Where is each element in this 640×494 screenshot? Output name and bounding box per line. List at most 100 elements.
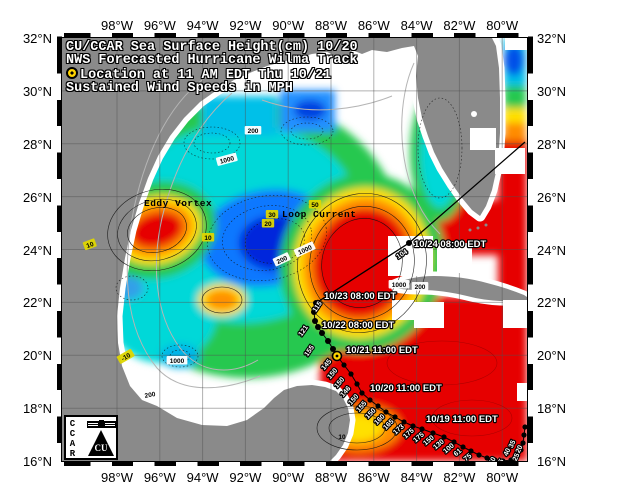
track-time-label: 10/22 08:00 EDT [322, 320, 395, 331]
lon-tick-bottom: 84°W [400, 470, 433, 485]
svg-text:20: 20 [264, 221, 272, 228]
ccar-letter: R [69, 449, 76, 459]
lat-tick-left: 16°N [22, 454, 52, 470]
track-point [430, 430, 436, 436]
lon-tick-bottom: 82°W [443, 470, 476, 485]
svg-text:10: 10 [204, 235, 212, 242]
track-time-label: 10/24 08:00 EDT [414, 239, 487, 250]
map-frame-right [528, 33, 533, 466]
bathymetry-layer [126, 62, 441, 389]
lon-tick-bottom: 96°W [143, 470, 176, 485]
svg-text:200: 200 [415, 284, 426, 291]
lon-tick-top: 86°W [357, 18, 390, 33]
ccar-letter: C [69, 419, 76, 429]
lat-tick-right: 20°N [537, 348, 567, 364]
svg-text:1000: 1000 [219, 155, 235, 166]
track-point [468, 448, 474, 454]
contour-value-label: 200 [411, 282, 429, 291]
track-point [522, 424, 527, 430]
track-point [441, 434, 447, 440]
track-time-label: 10/21 11:00 EDT [346, 345, 418, 356]
title-line-track: NWS Forecasted Hurricane Wilma Track [66, 53, 358, 68]
track-time-label: 10/20 11:00 EDT [370, 383, 442, 394]
cu-pyramid-icon [88, 430, 114, 456]
contour-value-label: 1000 [166, 356, 188, 365]
track-point [500, 458, 506, 461]
lon-tick-top: 82°W [443, 18, 476, 33]
map-frame-bottom [57, 461, 533, 466]
svg-text:30: 30 [268, 212, 276, 219]
contour-value-label: -10 [116, 348, 135, 364]
title-line-wind: Sustained Wind Speeds in MPH [66, 81, 293, 96]
ccar-letter: A [69, 439, 76, 449]
lon-tick-top: 96°W [143, 18, 176, 33]
lat-tick-left: 30°N [22, 83, 52, 99]
contour-value-label: 200 [141, 388, 159, 400]
lon-tick-bottom: 94°W [186, 470, 219, 485]
map-frame-top [57, 33, 533, 38]
map-title-box: CU/CCAR Sea Surface Height(cm) 10/20 NWS… [66, 41, 358, 95]
track-point [315, 324, 321, 330]
contour-value-label: 10 [338, 434, 346, 441]
contour-value-label: 50 [308, 200, 322, 209]
title-line-ssh: CU/CCAR Sea Surface Height(cm) 10/20 [66, 40, 358, 55]
lon-tick-top: 88°W [315, 18, 347, 33]
contour-value-label: 10 [201, 233, 215, 242]
track-point [319, 330, 325, 336]
wind-speed-label: 25 [512, 452, 522, 461]
svg-text:50: 50 [311, 202, 319, 209]
lat-tick-left: 22°N [22, 295, 52, 311]
svg-text:200: 200 [144, 391, 156, 400]
track-point [341, 362, 347, 368]
lon-tick-top: 90°W [272, 18, 305, 33]
florida-keys [468, 228, 472, 232]
eddy-vortex-label: Eddy Vortex [144, 198, 212, 209]
track-point [325, 338, 331, 344]
contour-value-label: 200 [272, 252, 291, 267]
lake-okeechobee [471, 111, 477, 117]
svg-text:1000: 1000 [170, 358, 185, 365]
contour-value-label: 30 [265, 210, 279, 219]
track-point [484, 455, 490, 461]
lat-tick-left: 24°N [22, 242, 52, 258]
graticule-layer [62, 38, 527, 461]
svg-text:-10: -10 [120, 352, 132, 363]
lon-tick-top: 92°W [229, 18, 262, 33]
lat-tick-left: 26°N [22, 189, 52, 205]
track-time-label: 10/23 08:00 EDT [324, 291, 397, 302]
svg-text:10: 10 [86, 241, 96, 250]
track-point [383, 409, 389, 415]
lon-tick-bottom: 80°W [486, 470, 519, 485]
lat-tick-right: 16°N [537, 454, 567, 470]
contour-value-labels-layer: 1010203050-10102001000100020010002001000… [82, 126, 429, 441]
track-point [392, 414, 398, 420]
contour-value-label: 1000 [388, 280, 410, 289]
track-point [375, 403, 381, 409]
lat-tick-right: 26°N [537, 189, 567, 205]
svg-text:200: 200 [248, 128, 259, 135]
lon-tick-bottom: 92°W [229, 470, 262, 485]
track-point [313, 300, 319, 306]
lon-tick-bottom: 86°W [357, 470, 390, 485]
track-point [521, 432, 527, 438]
lat-tick-left: 18°N [22, 401, 52, 417]
lon-tick-top: 80°W [486, 18, 519, 33]
track-point [476, 452, 482, 458]
track-point [508, 457, 514, 461]
no-data-cells-layer [388, 38, 527, 401]
contour-value-label: 200 [244, 126, 262, 135]
lat-tick-right: 32°N [537, 31, 567, 46]
gulf-of-mexico-map: Eddy Vortex Loop Current 104115121155145… [62, 38, 527, 461]
track-point [514, 453, 520, 459]
wind-speed-label: 35 [496, 458, 506, 461]
track-point [520, 440, 526, 446]
lat-tick-right: 18°N [537, 401, 567, 417]
track-point [354, 381, 360, 387]
lon-tick-top: 84°W [400, 18, 433, 33]
track-point [460, 444, 466, 450]
svg-text:1000: 1000 [392, 282, 407, 289]
lat-tick-left: 32°N [22, 31, 52, 46]
wind-speed-label: 40 [488, 456, 498, 461]
lon-tick-bottom: 98°W [101, 470, 133, 485]
